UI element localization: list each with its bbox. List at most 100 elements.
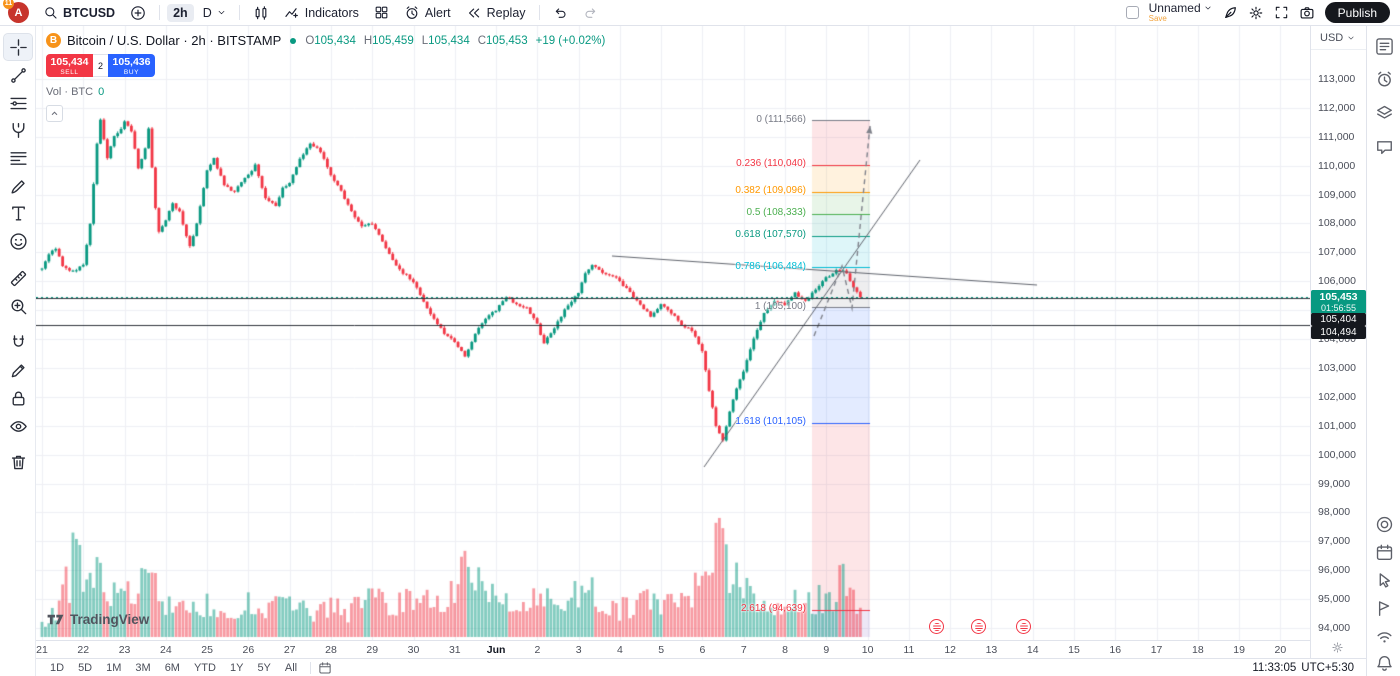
zoom-in-tool-button[interactable] <box>4 293 32 319</box>
economic-event-marker[interactable] <box>971 619 986 634</box>
scripts-panel-button[interactable] <box>1373 597 1395 619</box>
streams-panel-button[interactable] <box>1373 625 1395 647</box>
chart-pane[interactable]: B Bitcoin / U.S. Dollar · 2h · BITSTAMP … <box>36 26 1310 640</box>
trend-line-tool-button[interactable] <box>4 62 32 88</box>
layout-name-widget[interactable]: Unnamed Save <box>1149 2 1212 23</box>
trash-tool-button[interactable] <box>4 449 32 475</box>
draw-tool-button[interactable] <box>4 357 32 383</box>
range-button-5d[interactable]: 5D <box>78 661 93 674</box>
current-price-label: 105,453 01:56:55 <box>1311 290 1366 314</box>
alerts-panel-button[interactable] <box>1373 68 1395 90</box>
publish-button[interactable]: Publish <box>1324 2 1390 23</box>
compare-add-symbol-button[interactable] <box>124 3 152 23</box>
price-chart-canvas[interactable] <box>36 26 1310 640</box>
fib-retracement-icon <box>9 151 27 165</box>
interval-dropdown-button[interactable]: D <box>197 4 232 22</box>
calendar-panel-button[interactable] <box>1373 541 1395 563</box>
replay-button[interactable]: Replay <box>460 3 532 23</box>
watchlist-panel-button[interactable] <box>1373 35 1395 57</box>
indicators-button[interactable]: Indicators <box>278 3 365 23</box>
time-axis-label: 12 <box>944 644 956 656</box>
price-change: +19 (+0.02%) <box>535 34 606 47</box>
magnet-tool-button[interactable] <box>4 329 32 355</box>
range-button-1d[interactable]: 1D <box>50 661 65 674</box>
hotlist-panel-button[interactable] <box>1373 513 1395 535</box>
candles-icon <box>255 5 267 20</box>
quill-icon[interactable] <box>1222 5 1238 21</box>
symbol-search-button[interactable]: BTCUSD <box>37 3 121 22</box>
chevron-down-icon <box>217 8 226 17</box>
clock-timezone[interactable]: 11:33:05 UTC+5:30 <box>1252 662 1358 674</box>
range-button-all[interactable]: All <box>284 661 298 674</box>
chart-style-button[interactable] <box>247 3 275 23</box>
notifications-panel-button[interactable] <box>1373 652 1395 674</box>
object-tree-panel-button[interactable] <box>1373 102 1395 124</box>
layout-grid-button[interactable] <box>368 3 395 22</box>
time-axis-label: 8 <box>782 644 788 656</box>
economic-event-marker[interactable] <box>1016 619 1031 634</box>
ruler-tool-button[interactable] <box>4 265 32 291</box>
price-axis-label: 108,000 <box>1318 217 1356 230</box>
economic-event-marker[interactable] <box>929 619 944 634</box>
chat-panel-button[interactable] <box>1373 136 1395 158</box>
emoji-tool-button[interactable] <box>4 228 32 254</box>
user-avatar[interactable]: A 11 <box>3 0 29 23</box>
spread-value: 2 <box>93 54 108 77</box>
collapse-legend-button[interactable] <box>46 105 63 122</box>
price-axis-label: 98,000 <box>1318 506 1351 519</box>
price-axis-label: 102,000 <box>1318 390 1356 403</box>
redo-icon <box>585 8 595 18</box>
fib-level-label: 0.618 (107,570) <box>735 229 806 241</box>
sell-button[interactable]: 105,434 SELL <box>46 54 93 77</box>
time-axis-label: 10 <box>861 644 874 656</box>
range-button-6m[interactable]: 6M <box>164 661 180 674</box>
price-axis-label: 100,000 <box>1318 448 1356 461</box>
range-button-1m[interactable]: 1M <box>106 661 122 674</box>
range-button-ytd[interactable]: YTD <box>193 661 216 674</box>
crosshair-tool-button[interactable] <box>3 33 33 61</box>
calendar-icon <box>1376 544 1392 560</box>
pitchfork-icon <box>12 122 24 138</box>
candles-icon <box>253 5 269 21</box>
undo-button[interactable] <box>547 3 574 22</box>
axis-currency-selector[interactable]: USD <box>1311 26 1366 50</box>
eye-tool-button[interactable] <box>4 413 32 439</box>
camera-snapshot-icon[interactable] <box>1299 5 1315 21</box>
brush-tool-button[interactable] <box>4 173 32 199</box>
pitchfork-tool-button[interactable] <box>4 117 32 143</box>
ideas-panel-button[interactable] <box>1373 569 1395 591</box>
buy-button[interactable]: 105,436 BUY <box>108 54 155 77</box>
price-axis-label: 97,000 <box>1318 535 1351 548</box>
interval-button-active[interactable]: 2h <box>167 3 194 22</box>
time-axis[interactable]: 21 22 23 24 25 26 27 28 29 30 31 Jun 2 3 4 5 6 7 8 9 10 11 12 1… <box>36 640 1310 658</box>
price-axis[interactable]: USD 113,000 112,000 111,000 110,000 109,000 1… <box>1310 26 1366 658</box>
time-axis-label: 6 <box>699 644 706 656</box>
text-tool-button[interactable] <box>4 200 32 226</box>
horizontal-line-icon <box>9 97 27 109</box>
gear-icon[interactable] <box>1248 5 1264 21</box>
lock-tool-button[interactable] <box>4 385 32 411</box>
fib-level-label: 0.236 (110,040) <box>736 158 806 170</box>
time-axis-label: 18 <box>1191 644 1204 656</box>
bitcoin-icon: B <box>46 33 61 48</box>
fib-retracement-tool-button[interactable] <box>4 145 32 171</box>
axis-settings-gear-icon[interactable] <box>1331 641 1344 654</box>
symbol-title[interactable]: Bitcoin / U.S. Dollar · 2h · BITSTAMP <box>67 33 282 48</box>
layout-checkbox[interactable] <box>1125 6 1139 19</box>
horizontal-line-tool-button[interactable] <box>4 90 32 116</box>
time-axis-label: 14 <box>1026 644 1039 656</box>
fullscreen-icon[interactable] <box>1274 5 1289 20</box>
save-label[interactable]: Save <box>1148 14 1167 23</box>
notifications-icon <box>1376 655 1392 671</box>
redo-button[interactable] <box>577 3 604 22</box>
alert-button[interactable]: Alert <box>398 3 457 23</box>
range-button-1y[interactable]: 1Y <box>229 661 244 674</box>
range-button-5y[interactable]: 5Y <box>257 661 271 674</box>
alerts-icon <box>1377 71 1391 87</box>
notification-badge: 11 <box>3 0 14 9</box>
range-button-3m[interactable]: 3M <box>135 661 151 674</box>
go-to-date-icon[interactable] <box>318 661 332 675</box>
top-toolbar: A 11 BTCUSD 2h D Indicators <box>0 0 1400 26</box>
chevron-down-icon <box>1204 4 1212 12</box>
